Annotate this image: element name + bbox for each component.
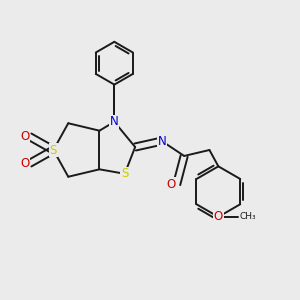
Text: S: S — [121, 167, 128, 180]
Text: N: N — [158, 135, 166, 148]
Text: N: N — [110, 115, 119, 128]
Text: S: S — [50, 143, 57, 157]
Text: O: O — [20, 130, 30, 143]
Text: CH₃: CH₃ — [240, 212, 256, 221]
Text: O: O — [167, 178, 176, 191]
Text: O: O — [214, 210, 223, 224]
Text: O: O — [20, 157, 30, 170]
